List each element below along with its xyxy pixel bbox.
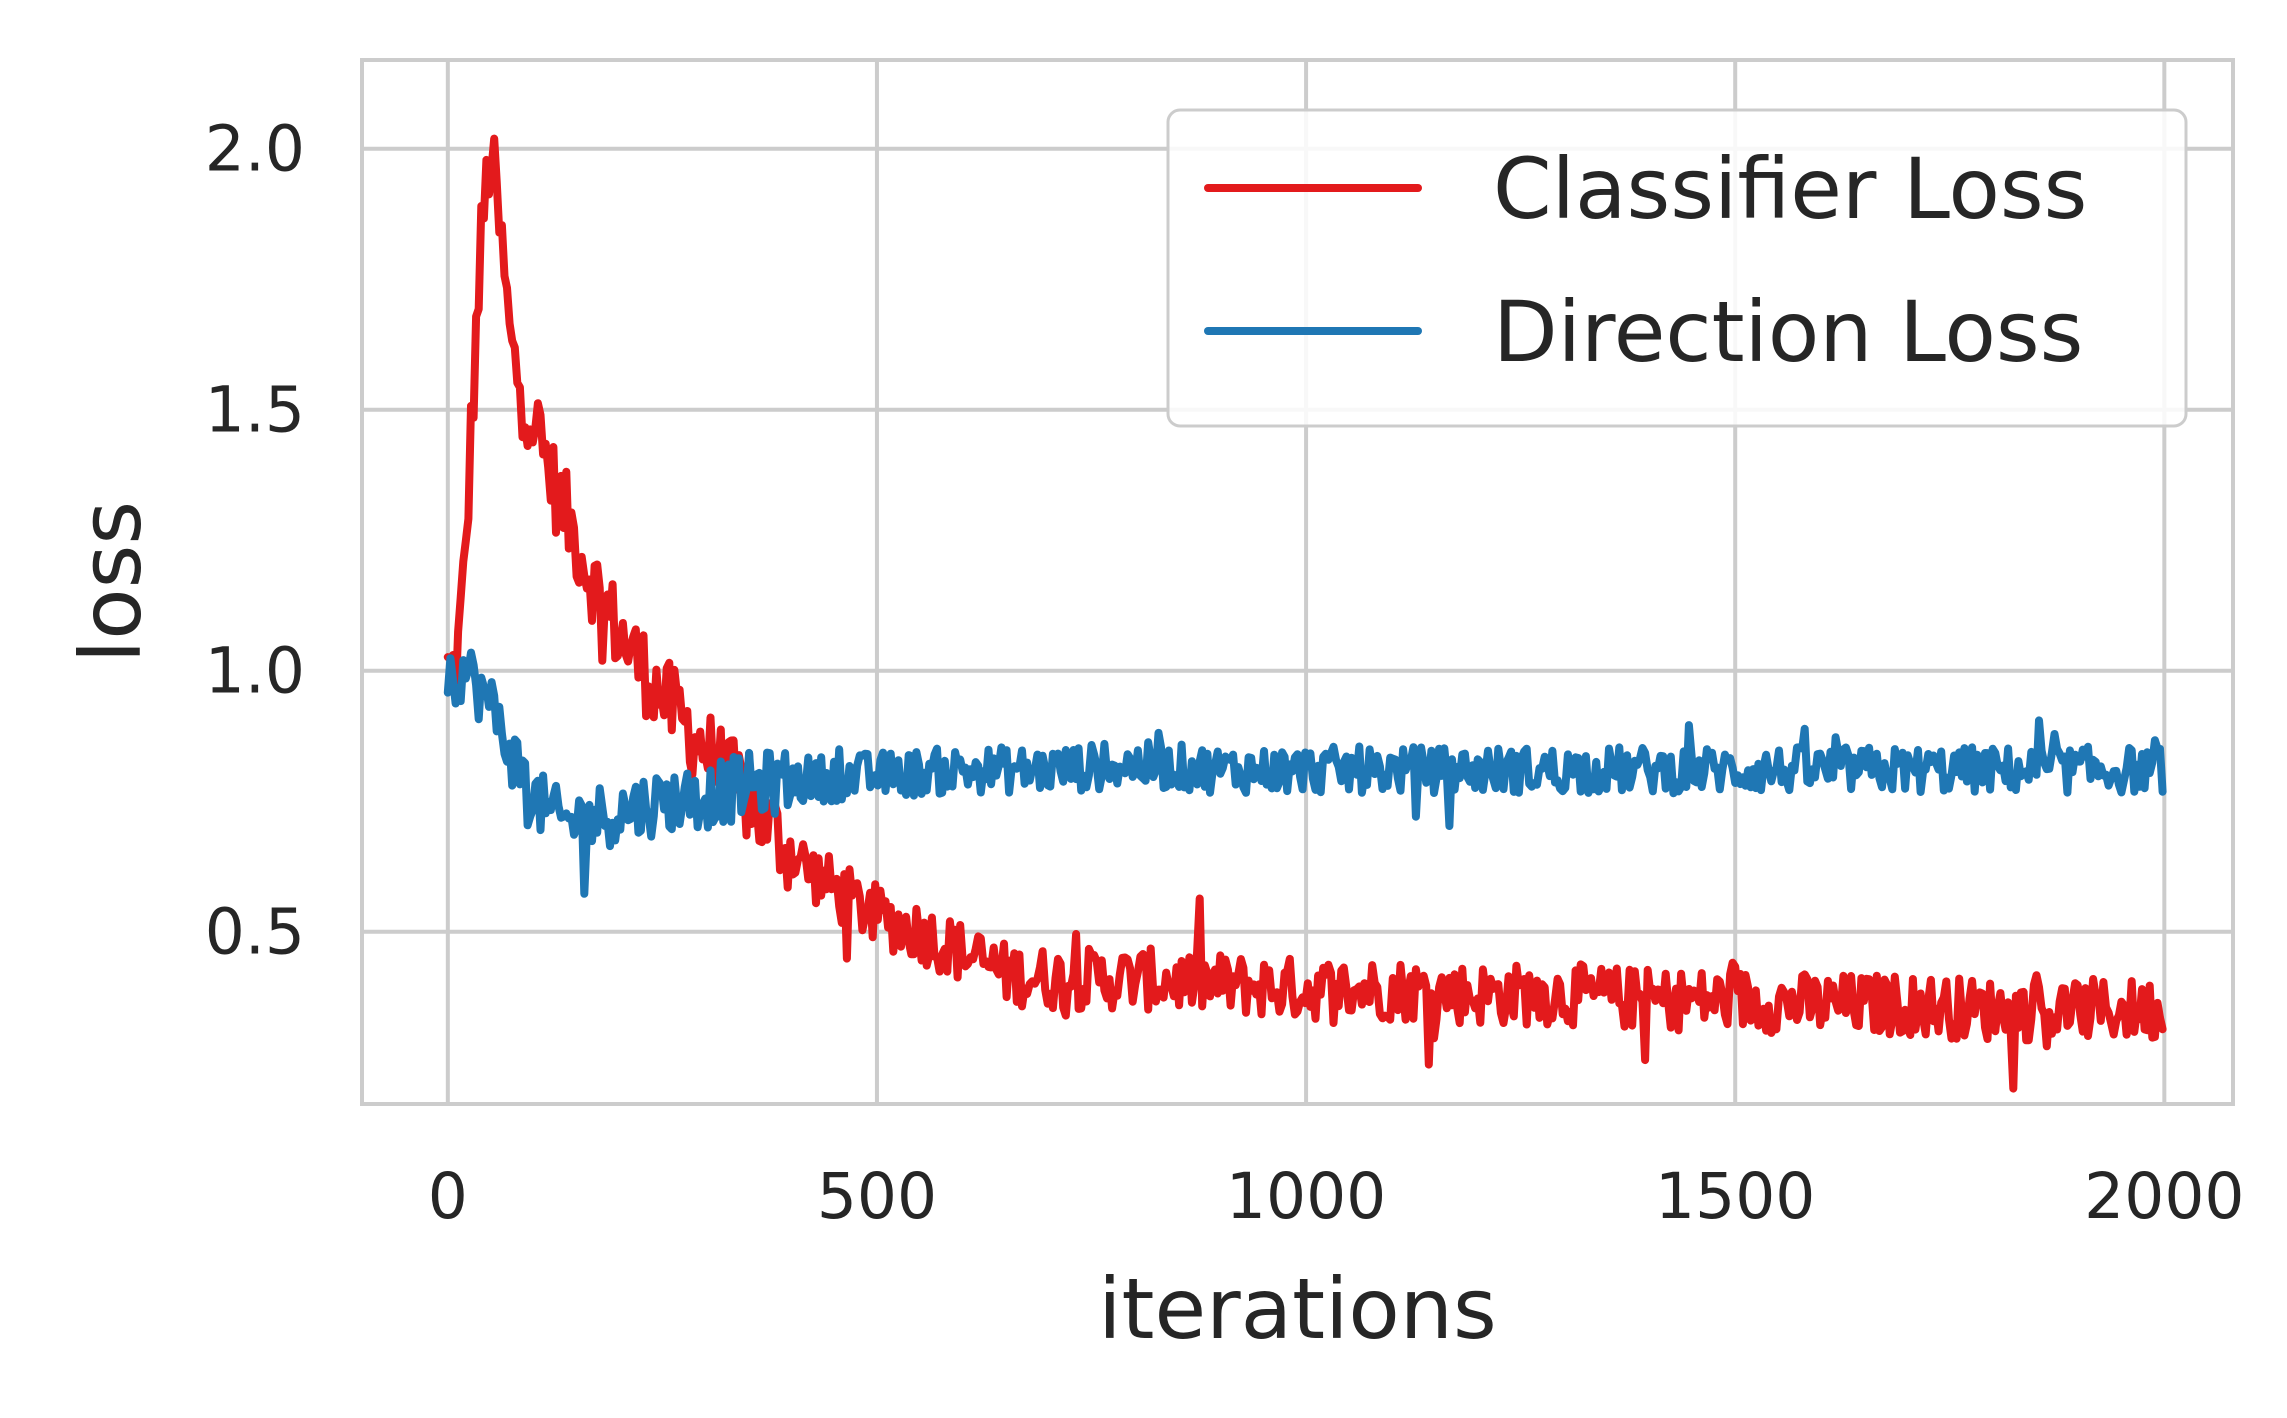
series-line-classifier-loss <box>443 134 2167 1093</box>
y-axis-ticks: 0.5 1.0 1.5 2.0 <box>205 113 305 969</box>
x-tick-label: 500 <box>817 1160 937 1233</box>
x-tick-label: 2000 <box>2084 1160 2244 1233</box>
y-tick-label: 1.0 <box>205 635 305 708</box>
x-tick-label: 1000 <box>1226 1160 1386 1233</box>
x-axis-ticks: 0 500 1000 1500 2000 <box>428 1160 2245 1233</box>
legend-label-direction-loss: Direction Loss <box>1493 283 2083 381</box>
legend: Classifier Loss Direction Loss <box>1166 108 2188 428</box>
series-layer <box>443 134 2167 1093</box>
y-tick-label: 1.5 <box>205 374 305 447</box>
y-axis-label: loss <box>62 501 160 663</box>
x-tick-label: 0 <box>428 1160 468 1233</box>
legend-box <box>1166 108 2188 428</box>
y-tick-label: 2.0 <box>205 113 305 186</box>
plot-frame <box>360 58 2235 1106</box>
series-line-direction-loss <box>443 648 2167 898</box>
x-axis-label: iterations <box>1098 1260 1497 1358</box>
x-tick-label: 1500 <box>1655 1160 1815 1233</box>
y-tick-label: 0.5 <box>205 896 305 969</box>
legend-label-classifier-loss: Classifier Loss <box>1493 140 2087 238</box>
